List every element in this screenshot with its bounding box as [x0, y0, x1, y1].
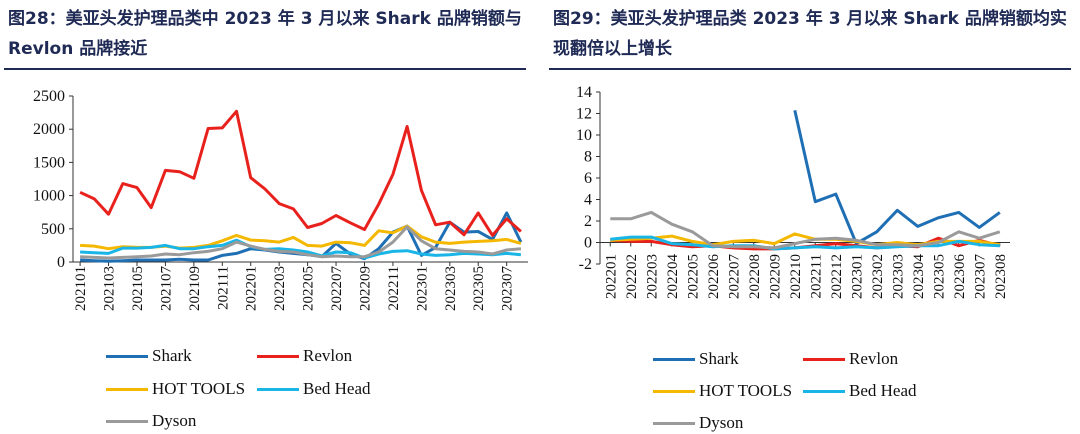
chart-29-x-tick-label: 202302: [870, 254, 886, 299]
chart-28-x-tick-label: 202111: [215, 266, 231, 310]
chart-29-y-tick-label: 6: [584, 170, 592, 187]
legend-item-hot-tools: HOT TOOLS: [653, 380, 792, 402]
legend-item-bed-head: Bed Head: [803, 380, 917, 402]
chart-29-y-tick-label: 4: [584, 192, 592, 209]
figure-28-line-chart: 0 500 1000 1500 2000 2500 202101 202103 202105 20…: [33, 88, 528, 312]
figure-29-title-rule: [549, 68, 1071, 70]
legend-swatch-bed-head: [257, 387, 299, 391]
chart-28-x-tick-label: 202305: [471, 266, 487, 311]
chart-29-series-shark: [793, 109, 1001, 246]
legend-swatch-revlon: [803, 357, 845, 361]
legend-label: Shark: [699, 349, 739, 368]
chart-29-x-tick-label: 202205: [685, 254, 701, 299]
legend-item-dyson: Dyson: [106, 410, 196, 432]
chart-28-x-tick-label: 202207: [329, 266, 345, 312]
legend-label: Bed Head: [849, 381, 917, 400]
chart-29-series-dyson: [610, 210, 1001, 250]
chart-29-x-tick-label: 202201: [603, 254, 619, 299]
chart-29-x-tick-label: 202210: [788, 254, 804, 299]
chart-28-y-tick-label: 2500: [33, 88, 65, 105]
chart-29-x-tick-label: 202307: [972, 254, 988, 300]
chart-28-y-tick-label: 2000: [33, 121, 65, 138]
legend-swatch-hot-tools: [106, 387, 148, 391]
legend-label: Dyson: [152, 411, 197, 430]
chart-28-x-tick-label: 202107: [158, 266, 174, 312]
figure-28-panel: 图28：美亚头发护理品类中 2023 年 3 月以来 Shark 品牌销额与 R…: [0, 0, 535, 431]
legend-item-revlon: Revlon: [803, 348, 898, 370]
legend-swatch-bed-head: [803, 389, 845, 393]
chart-29-x-tick-label: 202305: [931, 254, 947, 299]
chart-29-x-tick-label: 202204: [665, 254, 681, 300]
chart-29-x-tick-label: 202209: [767, 254, 783, 299]
chart-28-series-hot-tools: [80, 224, 522, 251]
legend-item-revlon: Revlon: [257, 345, 352, 367]
legend-label: Revlon: [849, 349, 899, 368]
figure-29-title: 图29：美亚头发护理品类 2023 年 3 月以来 Shark 品牌销额均实现翻…: [553, 9, 1067, 59]
chart-29-y-tick-label: 12: [576, 106, 592, 123]
chart-29-y-tick-label: 10: [576, 127, 592, 144]
chart-28-x-tick-label: 202209: [357, 266, 373, 311]
chart-28-x-tick-label: 202307: [500, 266, 516, 312]
chart-29-y-tick-label: -2: [579, 256, 592, 273]
legend-swatch-shark: [653, 357, 695, 361]
chart-28-y-tick-label: 1500: [33, 154, 65, 171]
chart-28-x-tick-label: 202101: [73, 266, 89, 311]
legend-label: Revlon: [303, 346, 353, 365]
legend-item-shark: Shark: [106, 345, 192, 367]
legend-swatch-shark: [106, 354, 148, 358]
chart-29-x-tick-label: 202207: [726, 254, 742, 300]
chart-28-x-tick-label: 202211: [386, 266, 402, 310]
chart-28-x-tick-label: 202303: [443, 266, 459, 311]
chart-29-series-bed-head: [610, 235, 1000, 251]
chart-28-y-tick-label: 500: [41, 221, 65, 238]
chart-28-series-dyson: [80, 225, 522, 260]
legend-item-bed-head: Bed Head: [257, 378, 371, 400]
legend-item-shark: Shark: [653, 348, 739, 370]
chart-29-y-tick-label: 2: [584, 213, 592, 230]
chart-28-x-tick-label: 202103: [102, 266, 118, 311]
legend-swatch-revlon: [257, 354, 299, 358]
chart-29-x-tick-label: 202308: [993, 254, 1009, 299]
figure-29-panel: 图29：美亚头发护理品类 2023 年 3 月以来 Shark 品牌销额均实现翻…: [545, 0, 1080, 434]
legend-item-dyson: Dyson: [653, 412, 743, 434]
chart-29-x-tick-label: 202301: [849, 254, 865, 299]
chart-29-y-tick-label: 8: [584, 149, 592, 166]
chart-29-x-tick-label: 202203: [644, 254, 660, 299]
figure-28-title-rule: [4, 68, 526, 70]
chart-28-x-tick-label: 202203: [272, 266, 288, 311]
chart-29-x-tick-label: 202306: [952, 254, 968, 300]
chart-28-y-tick-label: 0: [57, 254, 65, 271]
legend-label: HOT TOOLS: [699, 381, 793, 400]
chart-29-x-tick-label: 202303: [890, 254, 906, 299]
legend-item-hot-tools: HOT TOOLS: [106, 378, 245, 400]
legend-label: Dyson: [699, 413, 744, 432]
figure-28-title: 图28：美亚头发护理品类中 2023 年 3 月以来 Shark 品牌销额与 R…: [8, 9, 522, 59]
chart-29-x-tick-label: 202304: [911, 254, 927, 300]
chart-28-x-tick-label: 202109: [187, 266, 203, 311]
chart-28-series-revlon: [79, 109, 522, 237]
chart-28-y-tick-label: 1000: [33, 188, 65, 205]
chart-28-x-tick-label: 202105: [130, 266, 146, 311]
chart-29-x-tick-label: 202212: [829, 254, 845, 299]
chart-29-x-tick-label: 202208: [747, 254, 763, 299]
legend-label: Shark: [152, 346, 192, 365]
legend-swatch-dyson: [106, 419, 148, 423]
chart-28-x-tick-label: 202301: [414, 266, 430, 311]
chart-29-y-tick-label: 0: [584, 235, 592, 252]
chart-29-y-tick-label: 14: [576, 84, 592, 101]
legend-swatch-hot-tools: [653, 389, 695, 393]
legend-swatch-dyson: [653, 421, 695, 425]
legend-label: Bed Head: [303, 379, 371, 398]
chart-28-series-bed-head: [80, 238, 522, 260]
chart-28-x-tick-label: 202205: [301, 266, 317, 311]
legend-label: HOT TOOLS: [152, 379, 246, 398]
chart-28-x-tick-label: 202201: [244, 266, 260, 311]
chart-29-x-tick-label: 202211: [808, 254, 824, 298]
chart-29-x-tick-label: 202202: [624, 254, 640, 299]
chart-29-x-tick-label: 202206: [706, 254, 722, 300]
